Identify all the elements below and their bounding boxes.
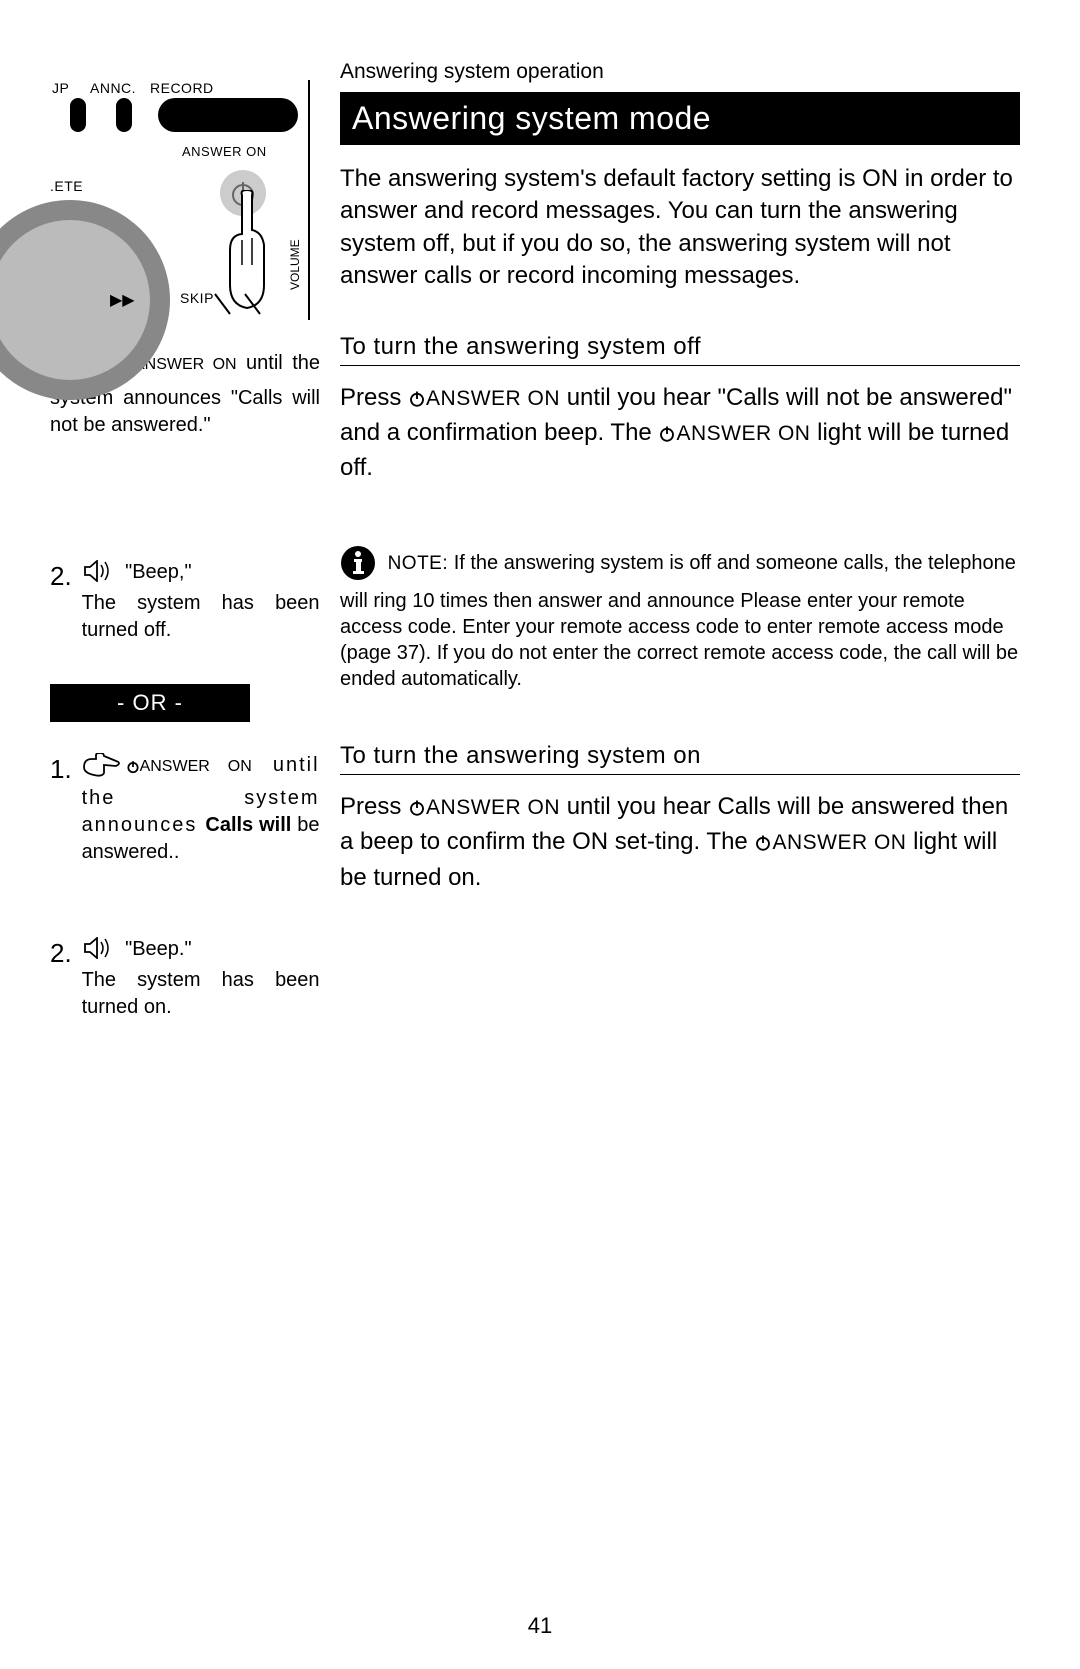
section-label: Answering system operation — [340, 60, 1020, 84]
label-answer-on: ANSWER ON — [182, 144, 267, 159]
step-body: "Beep," The system has been turned off. — [82, 559, 320, 644]
page-title: Answering system mode — [340, 92, 1020, 145]
subhead-off: To turn the answering system off — [340, 333, 1020, 366]
label-record: RECORD — [150, 80, 214, 96]
text: Press — [340, 793, 408, 820]
button-pill — [70, 98, 86, 132]
answer-label: ANSWER ON — [676, 422, 810, 445]
hand-point-icon — [82, 753, 122, 785]
button-pill — [116, 98, 132, 132]
diagram-divider — [308, 80, 310, 320]
step-2-off: 2. "Beep," The system has been turned of… — [50, 559, 320, 644]
label-ete: .ETE — [50, 178, 83, 194]
button-pill-long — [158, 98, 298, 132]
volume-slot — [210, 292, 270, 316]
intro-paragraph: The answering system's default factory s… — [340, 163, 1020, 293]
power-icon — [754, 829, 772, 861]
step-2-on: 2. "Beep." The system has been turned on… — [50, 936, 320, 1021]
device-diagram: JP ANNC. RECORD ANSWER ON .ETE ▶▶ SKIP — [50, 80, 310, 330]
manual-page: Answering system operation Answering sys… — [0, 0, 1080, 1669]
note-label: NOTE: — [388, 553, 449, 574]
answer-on-label: ANSWER ON — [426, 796, 560, 819]
label-jp: JP — [52, 80, 69, 96]
speaker-icon — [84, 937, 114, 967]
on-body: Press ANSWER ON until you hear Calls wil… — [340, 791, 1020, 894]
step-body: ANSWER ON until the system announces Cal… — [82, 752, 320, 866]
side-steps: JP ANNC. RECORD ANSWER ON .ETE ▶▶ SKIP — [50, 80, 320, 1021]
speaker-icon — [84, 560, 114, 590]
note-block: NOTE: If the answering system is off and… — [340, 545, 1020, 692]
info-icon — [340, 545, 376, 588]
label-skip: SKIP — [180, 290, 214, 306]
step-tail: The system has been turned on. — [82, 969, 320, 1018]
answer-on-label: ANSWER ON — [772, 831, 906, 854]
power-icon — [658, 420, 676, 452]
fast-forward-icon: ▶▶ — [110, 290, 135, 310]
answer-on-label: ANSWER ON — [426, 387, 560, 410]
subhead-on: To turn the answering system on — [340, 742, 1020, 775]
step-number: 2. — [50, 559, 76, 594]
power-icon — [408, 385, 426, 417]
main-content: Answering system operation Answering sys… — [340, 60, 1020, 894]
label-volume: VOLUME — [288, 239, 302, 290]
step-number: 2. — [50, 936, 76, 971]
beep-text: "Beep." — [120, 938, 192, 960]
step-tail: The system has been turned off. — [82, 592, 320, 641]
step-body: "Beep." The system has been turned on. — [82, 936, 320, 1021]
answer-on-small: ANSWER ON — [140, 758, 252, 775]
label-annc: ANNC. — [90, 80, 136, 96]
page-number: 41 — [528, 1613, 552, 1639]
off-body: Press ANSWER ON until you hear "Calls wi… — [340, 382, 1020, 485]
power-icon — [408, 794, 426, 826]
power-icon — [126, 755, 140, 782]
step-1-on: 1. ANSWER ON until the system announces … — [50, 752, 320, 866]
calls-will-bold: Calls will — [205, 814, 291, 836]
step-number: 1. — [50, 752, 76, 787]
or-divider: - OR - — [50, 684, 250, 722]
beep-text: "Beep," — [120, 561, 192, 583]
text: Press — [340, 384, 408, 411]
